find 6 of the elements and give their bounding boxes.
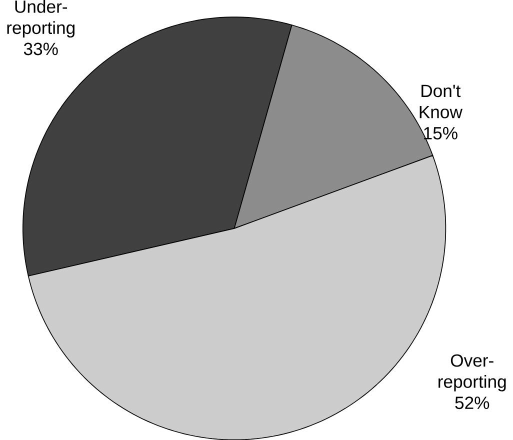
slice-label: Over-reporting <box>438 354 506 392</box>
slice-label: Under-reporting <box>7 0 74 38</box>
data-label: 15% <box>424 126 458 140</box>
slice-label: Don't Know <box>420 84 463 118</box>
data-label: 33% <box>24 42 58 56</box>
data-label: 52% <box>455 396 490 409</box>
